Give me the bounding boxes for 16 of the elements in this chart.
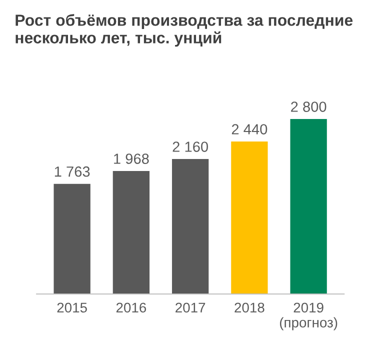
- bar: [54, 184, 90, 294]
- chart-title: Рост объёмов производства за последние несколько лет, тыс. унций: [16, 14, 353, 47]
- bar: [112, 171, 150, 294]
- bar: [290, 119, 327, 294]
- data-label: 1 968: [114, 154, 149, 164]
- data-label: 2 160: [172, 142, 208, 152]
- x-tick-label: 2016: [116, 302, 146, 313]
- x-tick-label: 2018: [234, 302, 264, 313]
- x-tick-label: 2019 (прогноз): [280, 302, 338, 330]
- bar: [172, 159, 209, 294]
- data-label: 1 763: [54, 166, 90, 177]
- data-label: 2 800: [291, 102, 326, 112]
- data-label: 2 440: [232, 124, 268, 134]
- x-tick-label: 2017: [176, 302, 206, 313]
- x-tick-label: 2015: [57, 302, 87, 313]
- bar: [231, 142, 268, 294]
